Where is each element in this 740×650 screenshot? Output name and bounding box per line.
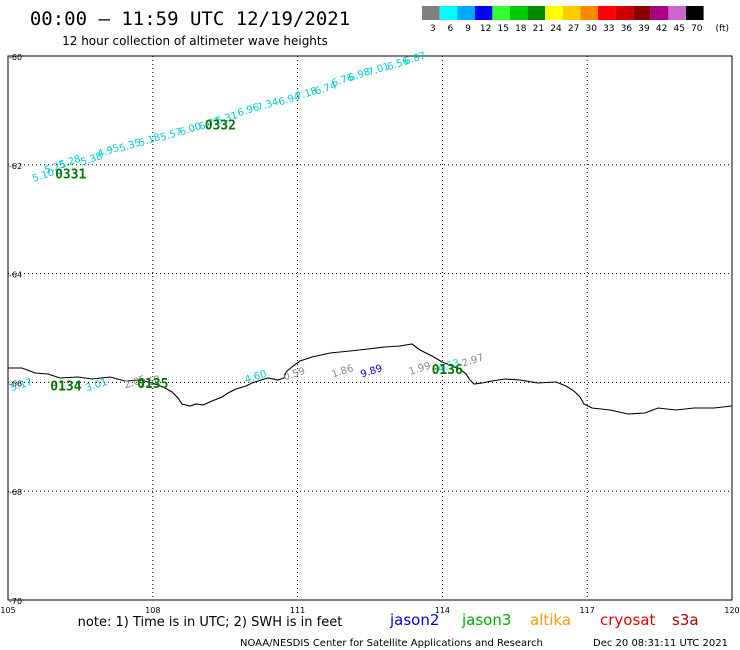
wave-height-value: 4.95 xyxy=(96,143,121,160)
satellite-altika: altika xyxy=(530,611,571,629)
legend-label: 33 xyxy=(603,24,614,34)
lon-tick-label: 117 xyxy=(580,606,595,615)
satellite-cryosat: cryosat xyxy=(600,611,655,629)
wave-height-value: 5.18 xyxy=(137,132,162,149)
satellite-s3a: s3a xyxy=(672,611,699,629)
wave-height-value: 6.87 xyxy=(403,50,428,67)
lon-tick-label: 120 xyxy=(724,606,739,615)
latitude-labels: -60 -62 -64 -66 -68 -70 xyxy=(9,53,22,606)
color-legend: 3 6 9 12 15 18 21 24 27 30 33 36 39 42 45 70 xyxy=(422,6,704,34)
legend-swatch-15 xyxy=(492,6,510,20)
lat-tick-label: -68 xyxy=(9,488,22,497)
legend-label: 6 xyxy=(448,24,454,34)
legend-label: 27 xyxy=(568,24,579,34)
wave-height-value: 9.89 xyxy=(359,363,384,380)
wave-height-value: 4.60 xyxy=(244,369,269,386)
legend-label: 12 xyxy=(480,24,491,34)
legend-label: 42 xyxy=(656,24,667,34)
legend-swatch-12 xyxy=(474,6,493,20)
legend-swatch-24 xyxy=(545,6,563,20)
wave-height-value: 1.86 xyxy=(330,363,355,380)
graticule xyxy=(8,56,732,600)
note-text: note: 1) Time is in UTC; 2) SWH is in fe… xyxy=(78,615,343,630)
legend-label: 15 xyxy=(497,24,508,34)
pass-labels: 0331 0332 0134 0135 0136 xyxy=(50,118,463,394)
legend-label: 21 xyxy=(533,24,544,34)
legend-label: 9 xyxy=(465,24,471,34)
legend-units: (ft) xyxy=(715,24,729,34)
legend-label: 3 xyxy=(430,24,436,34)
legend-swatch-39 xyxy=(633,6,651,20)
wave-height-value: 2.97 xyxy=(461,352,486,369)
wave-height-value: 3.01 xyxy=(84,377,109,394)
lat-tick-label: -62 xyxy=(9,162,22,171)
legend-swatch-70 xyxy=(686,6,704,20)
satellite-jason3: jason3 xyxy=(461,611,511,629)
satellite-jason2: jason2 xyxy=(389,611,439,629)
legend-swatch-21 xyxy=(527,6,546,20)
lon-tick-label: 105 xyxy=(0,606,15,615)
legend-swatch-18 xyxy=(510,6,528,20)
legend-swatch-45 xyxy=(668,6,686,20)
pass-label: 0134 xyxy=(50,380,81,395)
legend-label: 24 xyxy=(550,24,562,34)
lat-tick-label: -66 xyxy=(9,379,22,388)
longitude-labels: 105 108 111 114 117 120 xyxy=(0,606,739,615)
lat-tick-label: -70 xyxy=(9,597,22,606)
satellite-legend: jason2 jason3 altika cryosat s3a xyxy=(389,611,699,629)
legend-swatch-36 xyxy=(615,6,634,20)
legend-swatch-42 xyxy=(650,6,669,20)
legend-swatch-9 xyxy=(457,6,475,20)
legend-label: 45 xyxy=(673,24,684,34)
credit-text: NOAA/NESDIS Center for Satellite Applica… xyxy=(240,638,543,649)
map-frame xyxy=(7,55,733,601)
timestamp-text: Dec 20 08:31:11 UTC 2021 xyxy=(593,638,728,649)
page-title: 00:00 – 11:59 UTC 12/19/2021 xyxy=(30,8,350,30)
legend-swatch-33 xyxy=(598,6,616,20)
legend-swatch-27 xyxy=(562,6,581,20)
legend-swatch-30 xyxy=(580,6,598,20)
wave-height-value: 1.99 xyxy=(408,360,433,377)
legend-label: 70 xyxy=(691,24,703,34)
wave-height-values: 5.105.255.285.384.955.355.185.576.006.77… xyxy=(9,50,485,394)
pass-label: 0332 xyxy=(205,118,236,133)
antarctic-coastline xyxy=(8,343,733,415)
lon-tick-label: 111 xyxy=(290,606,305,615)
legend-swatch-6 xyxy=(439,6,458,20)
wave-height-value: 7.34 xyxy=(256,97,281,114)
pass-label: 0135 xyxy=(137,377,168,392)
legend-label: 39 xyxy=(638,24,650,34)
lat-tick-label: -60 xyxy=(9,53,22,62)
legend-label: 18 xyxy=(515,24,527,34)
lon-tick-label: 108 xyxy=(145,606,160,615)
legend-label: 36 xyxy=(621,24,633,34)
page-subtitle: 12 hour collection of altimeter wave hei… xyxy=(62,34,328,48)
legend-swatch-3 xyxy=(422,6,440,20)
pass-label: 0331 xyxy=(55,167,86,182)
legend-label: 30 xyxy=(585,24,597,34)
lat-tick-label: -64 xyxy=(9,271,22,280)
pass-label: 0136 xyxy=(432,363,463,378)
lon-tick-label: 114 xyxy=(435,606,450,615)
wave-height-value: 0.59 xyxy=(282,366,307,383)
